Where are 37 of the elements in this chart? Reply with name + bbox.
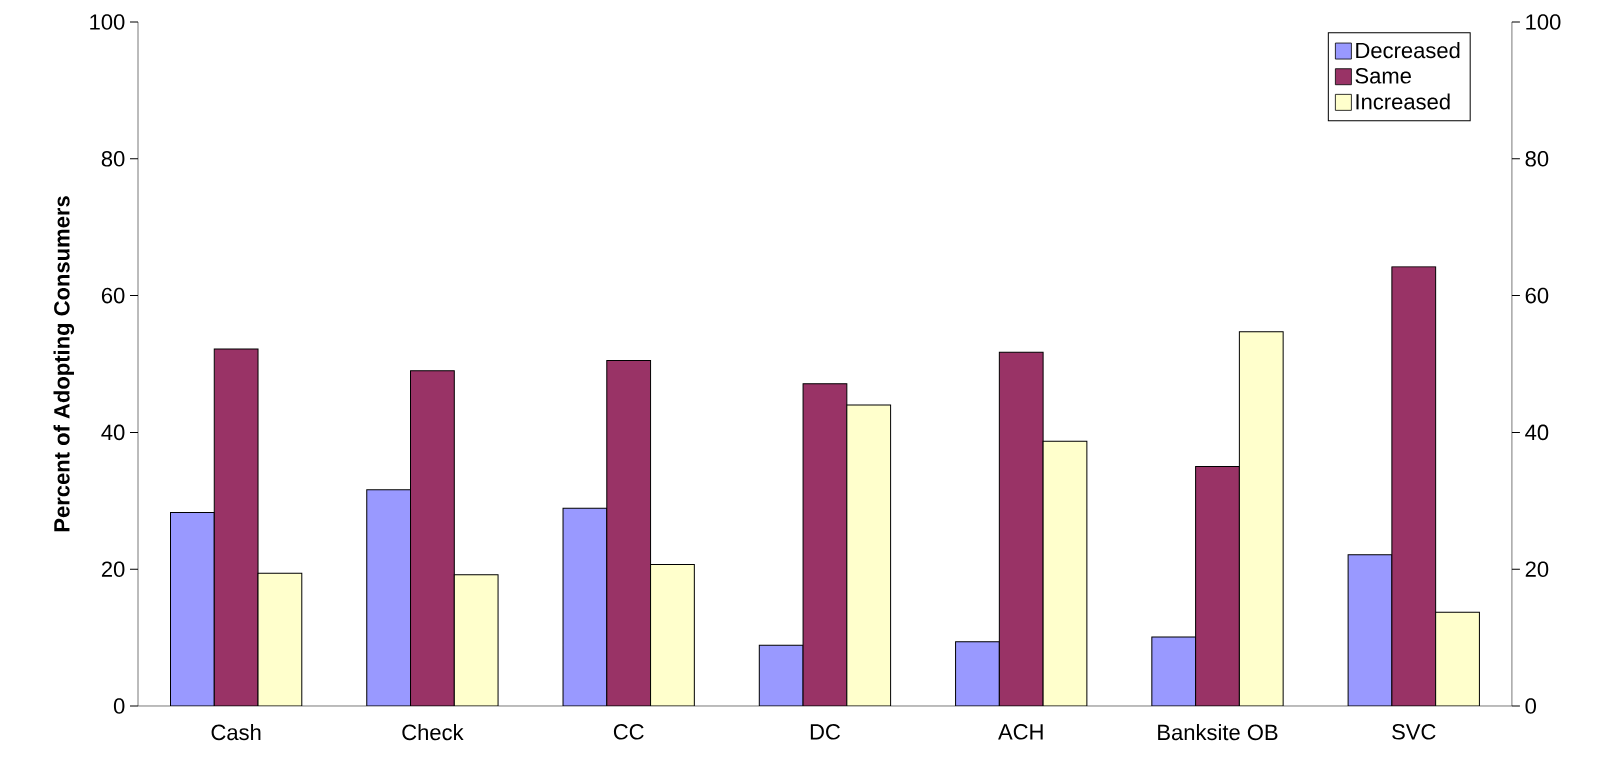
x-tick-label: CC <box>613 724 644 740</box>
y2-tick-label: 80 <box>1525 151 1549 167</box>
y-tick-label: 0 <box>113 698 125 714</box>
bar <box>758 644 804 706</box>
y-tick-label: 20 <box>101 561 125 577</box>
bar <box>998 351 1044 706</box>
y2-tick-label: 40 <box>1525 424 1549 441</box>
bar <box>366 489 412 706</box>
y2-tick-label: 60 <box>1525 287 1549 304</box>
y2-tick-label: 20 <box>1525 561 1549 577</box>
legend-label: Increased <box>1356 93 1450 110</box>
y-axis-title: Percent of Adopting Consumers <box>53 196 75 532</box>
bar <box>955 641 1000 706</box>
x-tick-label: DC <box>810 724 840 740</box>
x-tick-label: Banksite OB <box>1158 724 1278 741</box>
x-tick-label: Cash <box>211 724 261 741</box>
bar <box>169 511 215 706</box>
x-tick-label: SVC <box>1392 724 1436 740</box>
y-tick-label: 60 <box>101 287 125 304</box>
bar <box>213 348 259 706</box>
bar <box>1195 466 1240 706</box>
bar <box>606 360 652 706</box>
y2-tick-label: 100 <box>1526 14 1561 30</box>
bar <box>1391 266 1437 706</box>
y-tick-label: 40 <box>101 424 125 441</box>
y-tick-label: 80 <box>101 151 125 167</box>
y2-tick-label: 0 <box>1525 698 1536 714</box>
bar <box>410 370 455 706</box>
bar <box>1151 636 1197 706</box>
bar <box>1347 554 1393 706</box>
legend-label: Same <box>1355 68 1411 84</box>
x-tick-label: Check <box>402 724 464 741</box>
legend-label: Decreased <box>1356 42 1460 59</box>
x-tick-label: ACH <box>998 724 1043 740</box>
bar <box>562 507 608 706</box>
y-tick-label: 100 <box>90 14 125 30</box>
bar <box>802 383 848 706</box>
